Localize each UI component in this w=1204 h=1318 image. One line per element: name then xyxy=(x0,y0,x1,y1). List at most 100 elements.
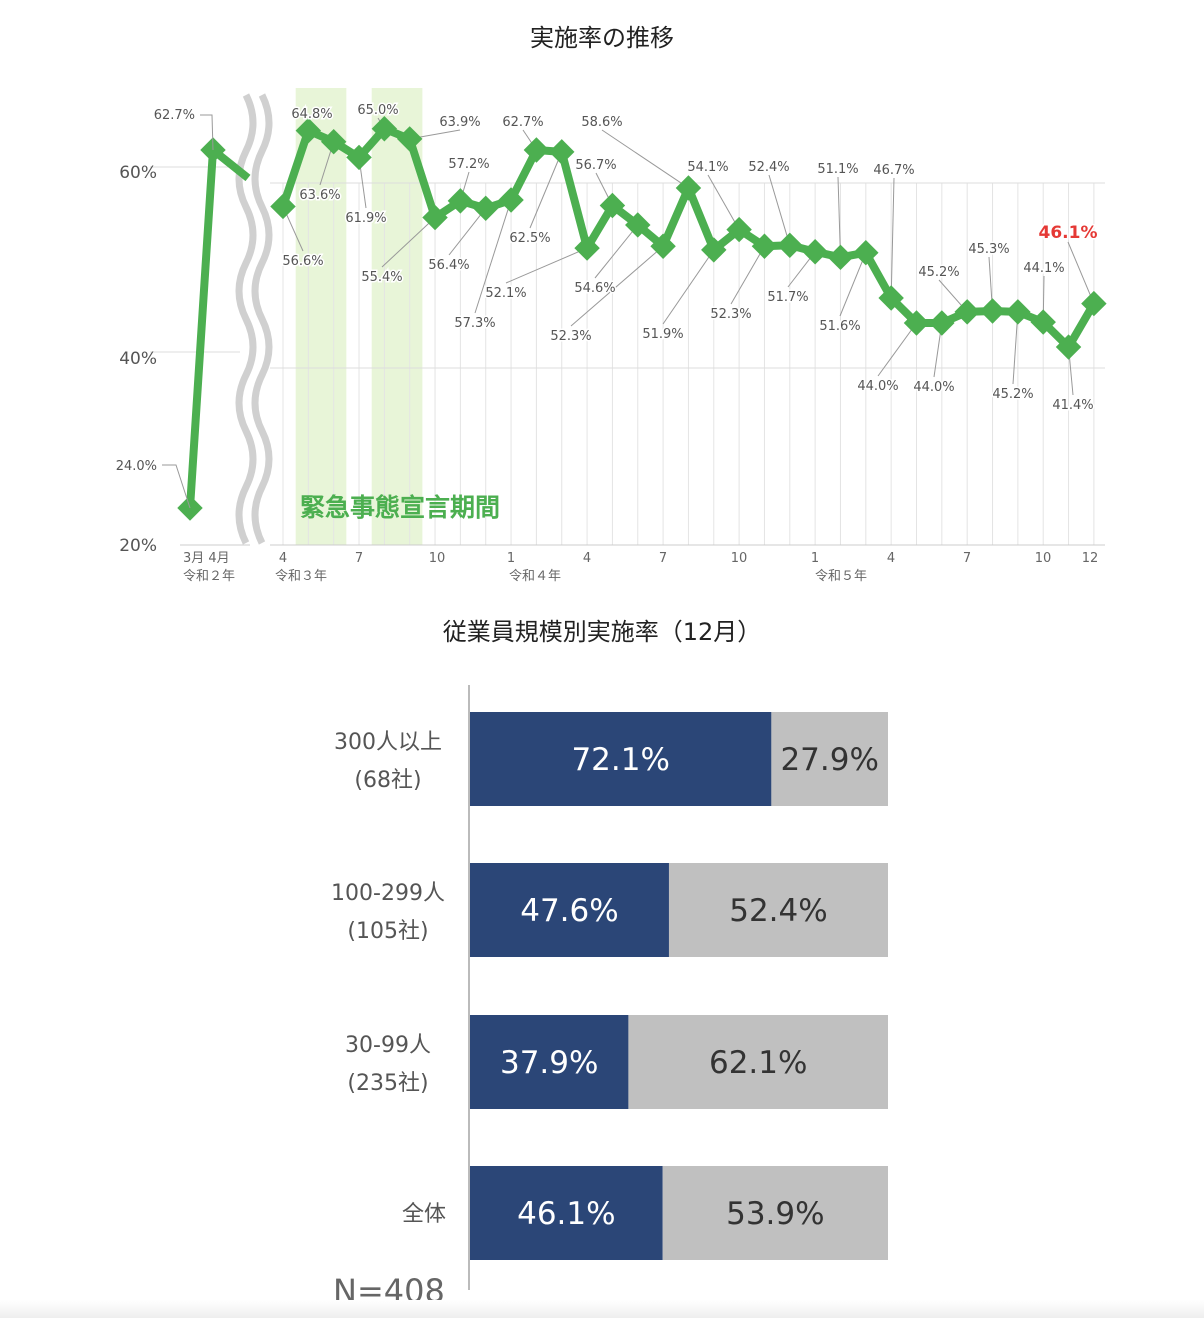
data-point xyxy=(701,237,727,263)
data-point xyxy=(549,139,575,165)
x-tick-label: 7 xyxy=(355,551,363,566)
data-label-leader xyxy=(601,129,689,189)
x-tick-year-label: 令和５年 xyxy=(815,569,867,584)
data-label-leader xyxy=(381,217,436,268)
data-label: 62.5% xyxy=(509,231,550,246)
data-point xyxy=(650,233,676,259)
shaded-period xyxy=(295,88,347,545)
x-tick-label: 7 xyxy=(659,551,667,566)
bar-segment xyxy=(771,712,888,806)
x-tick-label: 4 xyxy=(583,551,591,566)
bar-value-label: 47.6% xyxy=(520,893,618,929)
line-chart-title: 実施率の推移 xyxy=(530,24,674,52)
data-point xyxy=(472,195,499,222)
data-label-leader xyxy=(730,245,765,305)
bar-segment xyxy=(628,1015,888,1109)
x-tick-year-label: 令和４年 xyxy=(509,569,561,584)
data-label: 56.6% xyxy=(282,254,323,269)
data-point xyxy=(954,299,980,325)
data-label: 51.7% xyxy=(767,290,808,305)
bar-value-label: 53.9% xyxy=(726,1196,824,1232)
data-label-leader xyxy=(529,151,563,229)
bottom-edge xyxy=(0,1300,1204,1318)
bar-value-label: 46.1% xyxy=(517,1196,615,1232)
x-tick-label: 3月 4月 xyxy=(183,551,230,566)
x-tick-label: 1 xyxy=(811,551,819,566)
data-label: 52.4% xyxy=(748,160,789,175)
data-point xyxy=(422,204,448,231)
data-point xyxy=(371,116,398,142)
data-label: 57.2% xyxy=(448,157,489,172)
data-point xyxy=(270,193,296,220)
data-label-leader xyxy=(594,224,639,279)
data-label: 63.6% xyxy=(299,188,340,203)
data-label: 45.3% xyxy=(968,242,1009,257)
bar-segment xyxy=(662,1166,888,1260)
category-count: (105社) xyxy=(347,919,428,944)
data-label: 51.9% xyxy=(642,327,683,342)
shaded-period-label: 緊急事態宣言期間 xyxy=(300,493,500,522)
x-tick-label: 7 xyxy=(963,551,971,566)
category-label: 100-299人 xyxy=(331,881,445,906)
data-label: 44.1% xyxy=(1023,261,1064,276)
data-label: 46.7% xyxy=(873,163,914,178)
y-tick-label: 40% xyxy=(119,349,157,369)
bar-segment xyxy=(668,863,888,957)
x-tick-year-label: 令和３年 xyxy=(275,569,327,584)
data-label: 56.7% xyxy=(575,158,616,173)
data-label: 44.0% xyxy=(913,380,954,395)
data-point xyxy=(447,188,474,214)
data-point xyxy=(396,126,423,152)
category-label: 30-99人 xyxy=(345,1033,431,1058)
bar-value-label: 62.1% xyxy=(709,1045,807,1081)
data-label-leader xyxy=(707,174,740,230)
data-point xyxy=(726,216,752,243)
x-tick-label: 10 xyxy=(1035,551,1052,566)
data-point xyxy=(295,117,322,144)
category-label: 300人以上 xyxy=(334,730,442,755)
data-label: 52.1% xyxy=(485,286,526,301)
data-label-leader xyxy=(505,247,588,284)
data-label-leader xyxy=(1012,311,1019,385)
bar-value-label: 37.9% xyxy=(500,1045,598,1081)
x-tick-label: 4 xyxy=(887,551,895,566)
data-label: 55.4% xyxy=(361,270,402,285)
x-tick-label: 4 xyxy=(279,551,287,566)
data-point xyxy=(853,239,879,266)
data-label-leader xyxy=(448,207,487,256)
data-label-leader xyxy=(768,174,791,246)
data-point xyxy=(979,298,1006,324)
data-point xyxy=(751,233,778,259)
data-label: 61.9% xyxy=(345,211,386,226)
x-tick-label: 1 xyxy=(507,551,515,566)
data-point xyxy=(346,144,372,171)
data-label: 62.7% xyxy=(154,108,195,123)
bar-value-label: 27.9% xyxy=(780,742,878,778)
data-label: 46.1% xyxy=(1039,223,1098,243)
data-label: 58.6% xyxy=(581,115,622,130)
data-label: 65.0% xyxy=(357,103,398,118)
data-label-leader xyxy=(474,199,512,314)
bar-segment xyxy=(470,1166,663,1260)
x-tick-label: 10 xyxy=(731,551,748,566)
bar-segment xyxy=(470,712,772,806)
data-label: 54.1% xyxy=(687,160,728,175)
x-tick-year-label: 令和２年 xyxy=(183,569,235,584)
y-tick-label: 60% xyxy=(119,163,157,183)
data-label: 45.2% xyxy=(918,265,959,280)
bar-value-label: 52.4% xyxy=(729,893,827,929)
y-tick-label: 20% xyxy=(119,536,157,556)
data-label-leader xyxy=(890,177,895,299)
data-point xyxy=(523,137,550,163)
data-label: 56.4% xyxy=(428,258,469,273)
data-label-leader xyxy=(877,322,917,377)
data-point xyxy=(574,235,600,261)
data-point xyxy=(777,232,803,259)
data-point xyxy=(498,187,524,213)
data-label: 45.2% xyxy=(992,387,1033,402)
data-label: 52.3% xyxy=(710,307,751,322)
data-label: 52.3% xyxy=(550,329,591,344)
data-label: 63.9% xyxy=(439,115,480,130)
axis-break-icon xyxy=(251,93,273,545)
data-point xyxy=(903,310,930,336)
